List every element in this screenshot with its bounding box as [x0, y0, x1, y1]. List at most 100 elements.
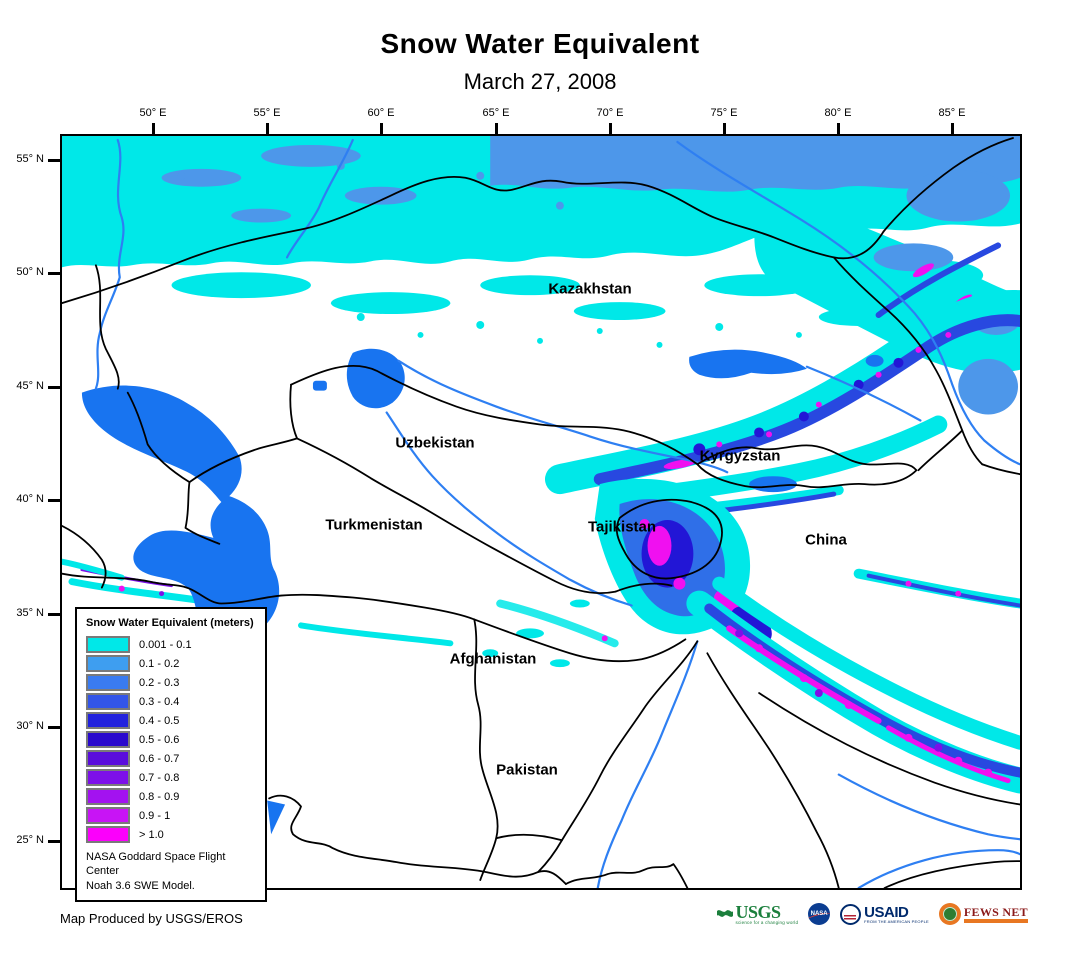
legend-label: 0.001 - 0.1 [139, 638, 192, 651]
page-title: Snow Water Equivalent [380, 28, 700, 59]
legend-swatch [86, 674, 130, 691]
legend-label: 0.8 - 0.9 [139, 790, 180, 803]
country-label-pakistan: Pakistan [496, 761, 558, 779]
country-label-kazakhstan: Kazakhstan [548, 280, 632, 298]
legend-row: 0.7 - 0.8 [86, 769, 256, 786]
usaid-flag-icon [844, 914, 857, 921]
legend-row: 0.2 - 0.3 [86, 674, 256, 691]
legend-swatch [86, 731, 130, 748]
lon-tick-mark [266, 123, 269, 134]
legend-swatch [86, 807, 130, 824]
legend-row: 0.9 - 1 [86, 807, 256, 824]
lon-tick-label: 80° E [824, 107, 852, 119]
legend-swatch [86, 655, 130, 672]
legend-row: 0.5 - 0.6 [86, 731, 256, 748]
legend-label: 0.9 - 1 [139, 809, 171, 822]
legend-swatch [86, 693, 130, 710]
legend-label: 0.4 - 0.5 [139, 714, 180, 727]
lon-tick-mark [837, 123, 840, 134]
usaid-seal-icon [840, 903, 862, 925]
usaid-logo: USAID FROM THE AMERICAN PEOPLE [840, 903, 929, 925]
lat-tick-label: 55° N [16, 153, 44, 165]
fews-globe-inner-icon [942, 907, 957, 922]
swe-raster-map [62, 136, 1020, 888]
country-borders [62, 137, 1020, 888]
legend-row: 0.6 - 0.7 [86, 750, 256, 767]
nasa-logo-text: NASA [810, 911, 828, 918]
country-label-china: China [805, 531, 847, 549]
lat-tick-label: 40° N [16, 493, 44, 505]
fews-net-bar [963, 918, 1028, 923]
legend-swatch [86, 636, 130, 653]
map-canvas: Kazakhstan Uzbekistan Turkmenistan Kyrgy… [60, 134, 1022, 902]
lat-tick-mark [48, 386, 61, 389]
usaid-tagline: FROM THE AMERICAN PEOPLE [864, 918, 929, 924]
legend-label: 0.5 - 0.6 [139, 733, 180, 746]
legend-label: > 1.0 [139, 828, 164, 841]
lat-tick-mark [48, 613, 61, 616]
legend-label: 0.1 - 0.2 [139, 657, 180, 670]
fews-net-logo: FEWS NET [938, 903, 1028, 926]
lat-tick-mark [48, 726, 61, 729]
coastal-gulf [267, 800, 286, 835]
lon-tick-mark [609, 123, 612, 134]
lake-issyk-kul [749, 476, 797, 493]
lon-tick-mark [495, 123, 498, 134]
lon-tick-label: 85° E [938, 107, 966, 119]
rivers [94, 138, 1020, 888]
lat-tick-label: 35° N [16, 607, 44, 619]
legend-label: 0.2 - 0.3 [139, 676, 180, 689]
lon-tick-mark [380, 123, 383, 134]
country-label-turkmenistan: Turkmenistan [325, 516, 423, 534]
legend-swatch [86, 826, 130, 843]
lat-tick-label: 50° N [16, 266, 44, 278]
legend-row: 0.3 - 0.4 [86, 693, 256, 710]
lon-tick-mark [951, 123, 954, 134]
legend-row: 0.8 - 0.9 [86, 788, 256, 805]
fews-net-logo-text: FEWS NET [963, 904, 1028, 919]
lon-tick-label: 50° E [139, 107, 167, 119]
legend-row: > 1.0 [86, 826, 256, 843]
legend-row: 0.1 - 0.2 [86, 655, 256, 672]
lat-tick-label: 45° N [16, 380, 44, 392]
usgs-tagline: science for a changing world [735, 920, 799, 925]
legend-source-line1: NASA Goddard Space Flight Center [86, 851, 226, 878]
usgs-logo: USGS science for a changing world [716, 903, 799, 926]
lon-tick-label: 70° E [596, 107, 624, 119]
legend-row: 0.4 - 0.5 [86, 712, 256, 729]
nasa-logo: NASA [808, 903, 831, 926]
lon-tick-mark [723, 123, 726, 134]
legend-swatch [86, 712, 130, 729]
lake-balkhash [689, 349, 807, 379]
lake-zaysan [865, 354, 884, 367]
country-label-kyrgyzstan: Kyrgyzstan [699, 447, 781, 465]
lat-tick-label: 30° N [16, 720, 44, 732]
map-legend: Snow Water Equivalent (meters) 0.001 - 0… [75, 607, 267, 902]
map-date: March 27, 2008 [463, 69, 617, 94]
lon-tick-mark [152, 123, 155, 134]
legend-label: 0.3 - 0.4 [139, 695, 180, 708]
producer-credit: Map Produced by USGS/EROS [60, 911, 243, 926]
lon-tick-label: 60° E [367, 107, 395, 119]
footer-logos: USGS science for a changing world NASA U… [716, 903, 1028, 926]
usgs-wave-icon [716, 910, 733, 918]
country-label-afghanistan: Afghanistan [449, 650, 537, 668]
legend-label: 0.7 - 0.8 [139, 771, 180, 784]
lat-tick-mark [48, 272, 61, 275]
legend-source-line2: Noah 3.6 SWE Model. [86, 879, 195, 892]
legend-swatch [86, 750, 130, 767]
lon-tick-label: 75° E [710, 107, 738, 119]
legend-title: Snow Water Equivalent (meters) [86, 617, 254, 629]
legend-swatch [86, 769, 130, 786]
country-label-tajikistan: Tajikistan [587, 518, 657, 536]
lat-tick-mark [48, 159, 61, 162]
legend-row: 0.001 - 0.1 [86, 636, 256, 653]
aral-sea [312, 348, 405, 409]
lat-tick-label: 25° N [16, 834, 44, 846]
lat-tick-mark [48, 840, 61, 843]
lon-tick-label: 65° E [482, 107, 510, 119]
legend-source: NASA Goddard Space Flight Center Noah 3.… [86, 850, 256, 893]
legend-swatch [86, 788, 130, 805]
legend-label: 0.6 - 0.7 [139, 752, 180, 765]
